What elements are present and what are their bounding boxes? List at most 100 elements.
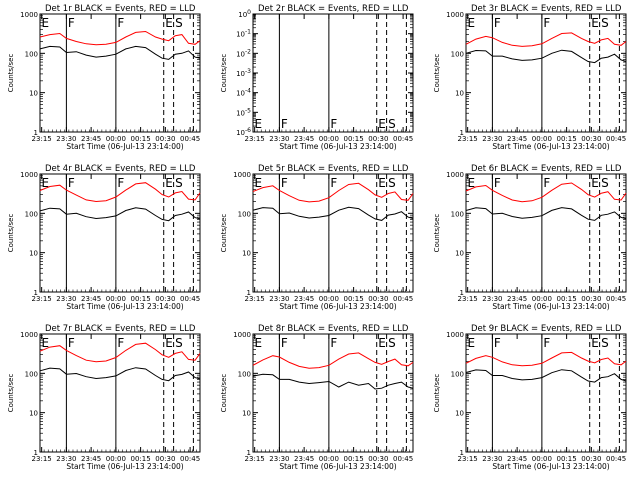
event-marker-label: E — [468, 336, 476, 350]
x-tick-label: 00:00 — [532, 455, 552, 463]
x-tick-label: 23:15 — [32, 295, 52, 303]
panel-8: Det 8r BLACK = Events, RED = LLD 1 10 100 10… — [220, 324, 414, 471]
event-marker-label: F — [117, 16, 124, 30]
x-tick-label: 00:00 — [319, 455, 339, 463]
x-tick-label: 00:45 — [180, 295, 200, 303]
series-line-events — [39, 207, 201, 222]
panel-9: Det 9r BLACK = Events, RED = LLD 1 10 100 10… — [433, 324, 627, 471]
x-tick-label: 23:30 — [269, 295, 289, 303]
event-marker-label: E — [591, 16, 599, 30]
x-tick-label: 00:15 — [131, 295, 151, 303]
y-axis-label: Counts/sec — [220, 54, 228, 93]
series-line-events — [252, 206, 414, 221]
event-marker-label: S — [601, 176, 609, 190]
y-tick-label: 10 — [29, 90, 38, 98]
x-tick-label: 00:30 — [581, 295, 601, 303]
x-tick-label: 23:15 — [32, 135, 52, 143]
event-marker-label: E — [255, 117, 263, 131]
plot-frame — [465, 13, 627, 133]
panel-title: Det 5r BLACK = Events, RED = LLD — [258, 164, 409, 174]
series-line-events — [465, 49, 627, 64]
y-tick-label: 1 — [460, 449, 464, 457]
y-axis-label: Counts/sec — [7, 54, 15, 93]
event-marker-label: E — [378, 336, 386, 350]
y-tick-label: 10-4 — [236, 88, 251, 98]
x-tick-label: 23:15 — [32, 455, 52, 463]
y-axis-label: Counts/sec — [7, 214, 15, 253]
x-tick-label: 00:15 — [557, 135, 577, 143]
x-tick-label: 23:45 — [81, 295, 101, 303]
event-marker-label: S — [601, 336, 609, 350]
event-marker-label: S — [601, 16, 609, 30]
x-axis-label: Start Time (06-Jul-13 23:14:00) — [492, 302, 609, 311]
x-axis-label: Start Time (06-Jul-13 23:14:00) — [279, 142, 396, 151]
event-marker-label: F — [543, 16, 550, 30]
x-tick-label: 23:30 — [56, 295, 76, 303]
x-tick-label: 00:00 — [106, 135, 126, 143]
plot-frame — [252, 173, 414, 293]
x-tick-label: 00:15 — [557, 295, 577, 303]
x-tick-label: 00:15 — [131, 135, 151, 143]
x-tick-label: 00:30 — [155, 135, 175, 143]
y-tick-label: 100 — [238, 9, 251, 19]
event-marker-label: E — [591, 336, 599, 350]
x-tick-label: 23:45 — [294, 455, 314, 463]
event-marker-label: E — [165, 176, 173, 190]
event-marker-label: F — [494, 336, 501, 350]
x-tick-label: 00:45 — [393, 455, 413, 463]
x-tick-label: 00:00 — [532, 295, 552, 303]
y-tick-label: 10-3 — [236, 68, 251, 78]
y-tick-label: 100 — [451, 210, 464, 218]
panel-title: Det 7r BLACK = Events, RED = LLD — [45, 324, 196, 334]
y-tick-label: 100 — [25, 370, 38, 378]
panel-5: Det 5r BLACK = Events, RED = LLD 1 10 100 10… — [220, 164, 414, 311]
panel-4: Det 4r BLACK = Events, RED = LLD 1 10 100 10… — [7, 164, 201, 311]
event-marker-label: E — [255, 176, 263, 190]
y-tick-label: 10 — [455, 250, 464, 258]
series-line-lld — [465, 351, 627, 367]
event-marker-label: F — [281, 176, 288, 190]
series-line-lld — [39, 30, 201, 46]
x-tick-label: 00:45 — [606, 135, 626, 143]
y-tick-label: 1 — [460, 129, 464, 137]
x-tick-label: 00:30 — [155, 455, 175, 463]
y-tick-label: 10 — [455, 410, 464, 418]
y-tick-label: 100 — [25, 50, 38, 58]
x-axis-label: Start Time (06-Jul-13 23:14:00) — [66, 302, 183, 311]
x-axis-label: Start Time (06-Jul-13 23:14:00) — [66, 142, 183, 151]
event-marker-label: S — [388, 117, 396, 131]
y-tick-label: 1 — [34, 129, 38, 137]
y-tick-label: 1000 — [446, 171, 464, 179]
event-marker-label: E — [378, 117, 386, 131]
y-axis-label: Counts/sec — [433, 214, 441, 253]
panel-3: Det 3r BLACK = Events, RED = LLD 1 10 100 10… — [433, 4, 627, 151]
y-tick-label: 100 — [25, 210, 38, 218]
panel-title: Det 4r BLACK = Events, RED = LLD — [45, 164, 196, 174]
x-tick-label: 00:00 — [319, 135, 339, 143]
x-tick-label: 23:30 — [269, 135, 289, 143]
y-tick-label: 10 — [29, 410, 38, 418]
event-marker-label: F — [68, 16, 75, 30]
event-marker-label: F — [330, 336, 337, 350]
series-line-events — [465, 207, 627, 221]
plot-frame — [39, 13, 201, 133]
y-tick-label: 10 — [29, 250, 38, 258]
x-tick-label: 00:15 — [344, 295, 364, 303]
event-marker-label: E — [378, 176, 386, 190]
series-line-events — [252, 373, 414, 390]
y-tick-label: 1 — [34, 289, 38, 297]
series-line-lld — [252, 182, 414, 203]
y-tick-label: 1 — [460, 289, 464, 297]
event-marker-label: F — [117, 336, 124, 350]
y-tick-label: 1 — [247, 449, 251, 457]
event-marker-label: F — [281, 336, 288, 350]
x-tick-label: 23:45 — [507, 455, 527, 463]
x-axis-label: Start Time (06-Jul-13 23:14:00) — [279, 302, 396, 311]
y-tick-label: 100 — [238, 210, 251, 218]
plot-frame — [465, 173, 627, 293]
event-marker-label: E — [468, 176, 476, 190]
y-tick-label: 10 — [455, 90, 464, 98]
y-axis-label: Counts/sec — [220, 214, 228, 253]
x-tick-label: 00:15 — [131, 455, 151, 463]
